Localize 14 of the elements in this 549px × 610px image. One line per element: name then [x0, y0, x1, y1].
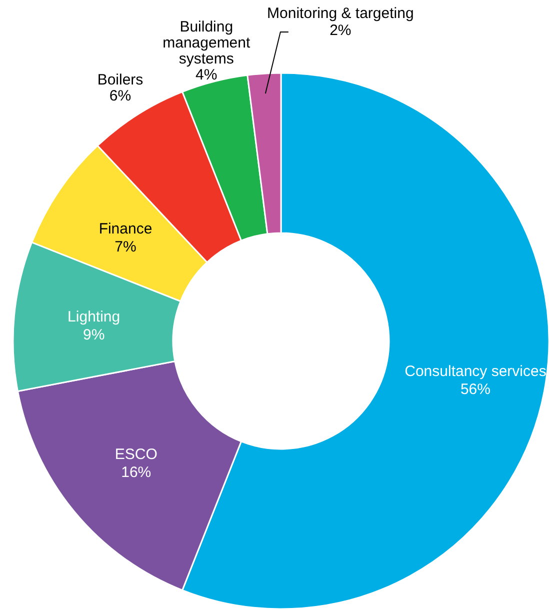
data-label: 2% [330, 22, 352, 39]
data-label: 16% [121, 464, 152, 481]
slice-label: Finance [98, 220, 152, 238]
slice-label: Consultancy services [404, 363, 546, 380]
slice-label: Monitoring & targeting [267, 5, 414, 22]
data-label: 7% [114, 238, 136, 256]
data-label: 56% [460, 381, 491, 398]
data-label: 9% [82, 326, 105, 344]
slice-label: Building management systems [162, 18, 251, 68]
slice-label: ESCO [114, 446, 158, 463]
data-label: 4% [196, 66, 218, 84]
slice-label: Lighting [68, 308, 120, 326]
slice-label: Boilers [97, 72, 144, 89]
data-label: 6% [109, 88, 132, 105]
